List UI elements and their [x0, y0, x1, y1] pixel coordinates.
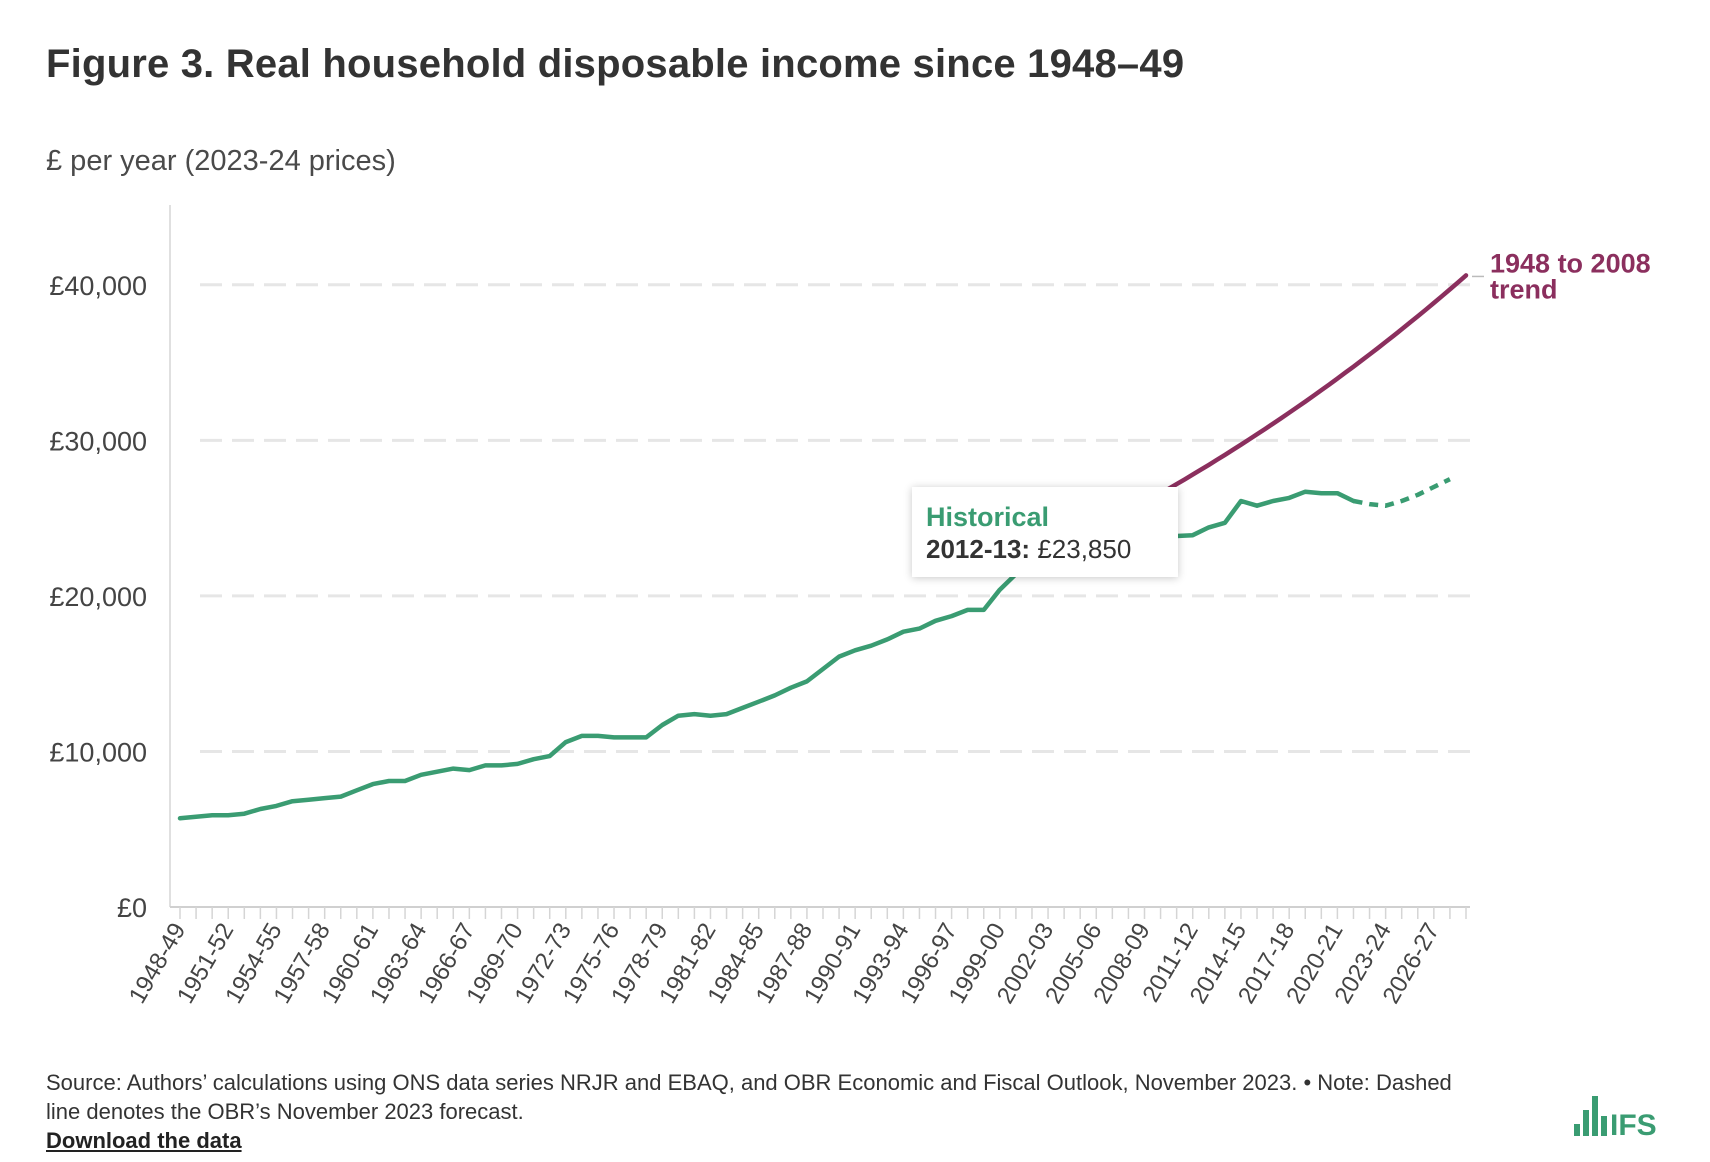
tooltip-period: 2012-13:	[926, 534, 1031, 564]
x-axis: 1948-491951-521954-551957-581960-611963-…	[124, 906, 1470, 1008]
series-lines	[177, 273, 1469, 821]
chart-title: Figure 3. Real household disposable inco…	[46, 42, 1185, 86]
trend-label: trend	[1490, 274, 1558, 304]
y-tick-label: £20,000	[49, 582, 147, 612]
hover-tooltip: Historical 2012-13: £23,850	[912, 487, 1178, 577]
ifs-logo: IFS	[1574, 1096, 1657, 1138]
forecast-line	[1353, 477, 1451, 508]
y-tick-label: £40,000	[49, 271, 147, 301]
y-tick-label: £30,000	[49, 426, 147, 456]
trend-line	[1142, 273, 1469, 505]
source-note: Source: Authors’ calculations using ONS …	[46, 1070, 1452, 1124]
y-axis-unit-label: £ per year (2023-24 prices)	[46, 145, 396, 177]
gridlines	[169, 205, 1470, 907]
chart-footer: Source: Authors’ calculations using ONS …	[46, 1068, 1476, 1155]
y-axis: £0 £10,000 £20,000 £30,000 £40,000	[49, 271, 147, 923]
trend-label: 1948 to 2008	[1490, 248, 1651, 278]
tooltip-value-line: 2012-13: £23,850	[926, 533, 1164, 565]
download-data-link[interactable]: Download the data	[46, 1128, 242, 1153]
y-tick-label: £10,000	[49, 737, 147, 767]
logo-text: IFS	[1610, 1109, 1657, 1138]
tooltip-value: £23,850	[1037, 534, 1132, 564]
y-tick-label: £0	[117, 893, 147, 923]
tooltip-series-name: Historical	[926, 502, 1050, 532]
